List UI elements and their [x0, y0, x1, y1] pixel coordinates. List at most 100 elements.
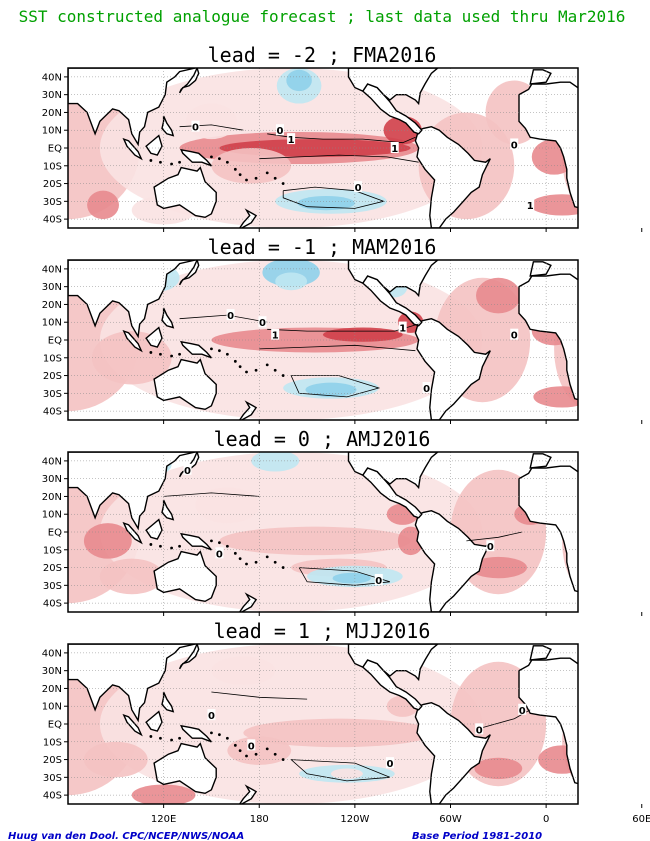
continent-sumatra: [122, 137, 143, 161]
continent-new-zealand: [238, 400, 258, 420]
contour-label-bg: [207, 709, 216, 721]
panel-4: lead = 1 ; MJJ2016 0 0 0 0 0 40N 30N 20N 10N EQ 10S…: [42, 619, 650, 825]
continent-south-america: [414, 317, 491, 420]
island-dot: [245, 562, 248, 566]
island-dot: [210, 347, 213, 351]
lat-tick-label: 30S: [43, 197, 62, 208]
continent-borneo: [145, 710, 163, 732]
lat-tick-label: EQ: [48, 144, 62, 155]
anomaly-shading: [83, 741, 148, 778]
island-dot: [218, 157, 221, 161]
anomaly-shading: [397, 526, 424, 556]
continent-japan: [178, 68, 200, 94]
continent-new-guinea: [180, 724, 212, 743]
anomaly-shading: [243, 718, 435, 748]
continent-australia: [153, 550, 217, 603]
lon-tick-label: 180: [250, 814, 269, 825]
contour-label-bg: [354, 181, 363, 193]
island-dot: [225, 736, 229, 740]
island-dot: [273, 176, 277, 180]
island-dot: [265, 747, 269, 751]
lat-tick-label: 20N: [42, 492, 62, 503]
island-dot: [254, 176, 258, 180]
anomaly-shading: [275, 272, 308, 291]
contour-label: 0: [216, 549, 223, 560]
island-dot: [225, 160, 229, 164]
lat-tick-label: EQ: [48, 336, 62, 347]
lat-tick-label: 30N: [42, 90, 62, 101]
continent-iberia: [529, 645, 552, 661]
lat-tick-label: 30S: [43, 389, 62, 400]
island-dot: [210, 731, 213, 735]
continent-north-america: [347, 644, 439, 682]
continent-iberia: [529, 261, 552, 277]
island-dot: [265, 171, 269, 175]
map-area: 0 0 0 0 0: [68, 644, 626, 804]
anomaly-shading: [597, 208, 623, 222]
island-dot: [238, 365, 242, 369]
anomaly-shading: [323, 327, 403, 342]
continent-south-america: [414, 125, 491, 228]
continent-new-zealand: [238, 208, 258, 228]
lat-tick-label: 40S: [43, 215, 62, 226]
continent-north-america: [347, 260, 439, 298]
continent-new-guinea: [180, 532, 212, 551]
contour-label: 1: [288, 135, 295, 146]
island-dot: [254, 560, 258, 564]
island-dot: [233, 743, 237, 747]
anomaly-shading: [87, 190, 119, 220]
lon-tick-label: 60E: [632, 814, 650, 825]
lat-tick-label: EQ: [48, 528, 62, 539]
lat-tick-label: 10S: [43, 161, 62, 172]
anomaly-shading: [597, 596, 623, 610]
continent-madagascar: [613, 361, 626, 384]
contour-label-bg: [486, 540, 495, 552]
island-dot: [233, 551, 237, 555]
anomaly-shading: [305, 382, 357, 397]
lat-tick-label: 40N: [42, 264, 62, 275]
lat-tick-label: 40N: [42, 648, 62, 659]
contour-label-bg: [226, 309, 235, 321]
island-dot: [245, 370, 248, 374]
contour-label-bg: [398, 321, 407, 333]
island-dot: [245, 754, 248, 758]
lon-tick-label: 60W: [439, 814, 462, 825]
island-dot: [233, 167, 237, 171]
island-dot: [238, 557, 242, 561]
map-area: 0 0 0 0: [68, 452, 623, 612]
island-dot: [159, 736, 162, 740]
panel-title: lead = -2 ; FMA2016: [208, 43, 437, 67]
continent-philippines: [161, 499, 175, 521]
island-dot: [245, 178, 248, 182]
continent-africa: [518, 81, 578, 209]
continent-sumatra: [122, 329, 143, 353]
contour-label-bg: [475, 723, 484, 735]
lat-tick-label: 20N: [42, 108, 62, 119]
anomaly-shading: [286, 69, 312, 92]
continent-australia: [153, 166, 217, 219]
continent-philippines: [161, 115, 175, 137]
island-dot: [238, 749, 242, 753]
island-dot: [170, 354, 173, 358]
lat-tick-label: 40S: [43, 791, 62, 802]
contour-label-bg: [247, 739, 256, 751]
panel-3: lead = 0 ; AMJ2016 0 0 0 0 40N 30N 20N 10N EQ 10S 2…: [42, 427, 643, 616]
continent-sumatra: [122, 713, 143, 737]
anomaly-shading: [597, 788, 623, 802]
continent-japan: [178, 260, 200, 286]
contour-label: 0: [276, 126, 283, 137]
continent-madagascar: [613, 745, 626, 768]
island-dot: [281, 182, 285, 185]
panel-title: lead = -1 ; MAM2016: [208, 235, 437, 259]
island-dot: [218, 349, 221, 353]
lat-tick-label: 30S: [43, 581, 62, 592]
contour-label: 0: [511, 140, 518, 151]
island-dot: [210, 539, 213, 543]
lat-tick-label: 10S: [43, 737, 62, 748]
island-dot: [210, 155, 213, 159]
island-dot: [159, 352, 162, 356]
contour-label: 1: [399, 324, 406, 335]
island-dot: [178, 736, 181, 740]
